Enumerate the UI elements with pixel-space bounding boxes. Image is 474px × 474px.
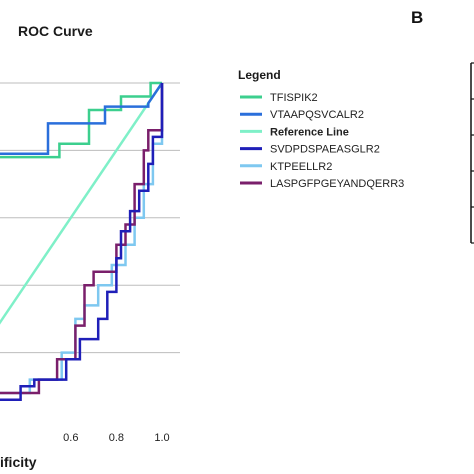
chart-title: ROC Curve <box>18 23 93 39</box>
x-tick-labels: 0.6 0.8 1.0 <box>63 432 169 444</box>
legend-entries: TFISPIK2 VTAAPQSVCALR2 Reference Line SVDPD… <box>240 92 404 190</box>
x-tick-label: 1.0 <box>154 432 169 444</box>
legend-label: SVDPDSPAEASGLR2 <box>270 144 380 156</box>
x-axis-label: ificity <box>0 454 37 470</box>
x-tick-label: 0.8 <box>109 432 124 444</box>
series-line-reference-line <box>0 82 164 325</box>
series-line-laspgfpgeyandqerr3 <box>0 83 164 395</box>
series-line-ktpeellr2 <box>0 83 164 395</box>
legend-label: VTAAPQSVCALR2 <box>270 109 364 121</box>
x-tick-label: 0.6 <box>63 432 78 444</box>
legend-label: Reference Line <box>270 126 349 138</box>
series-line-vtaapqsvcalr2 <box>0 82 164 156</box>
legend-label: TFISPIK2 <box>270 92 318 104</box>
legend-label: KTPEELLR2 <box>270 161 332 173</box>
legend-title: Legend <box>238 68 281 82</box>
series-line-svdpdspaeasglr2 <box>0 83 164 402</box>
series-lines <box>0 81 164 402</box>
legend: Legend TFISPIK2 VTAAPQSVCALR2 Reference Li… <box>238 68 404 190</box>
legend-label: LASPGFPGEYANDQERR3 <box>270 178 404 190</box>
grid-lines <box>0 82 180 354</box>
panel-b-letter: B <box>411 8 423 27</box>
panel-b: B <box>411 8 474 244</box>
